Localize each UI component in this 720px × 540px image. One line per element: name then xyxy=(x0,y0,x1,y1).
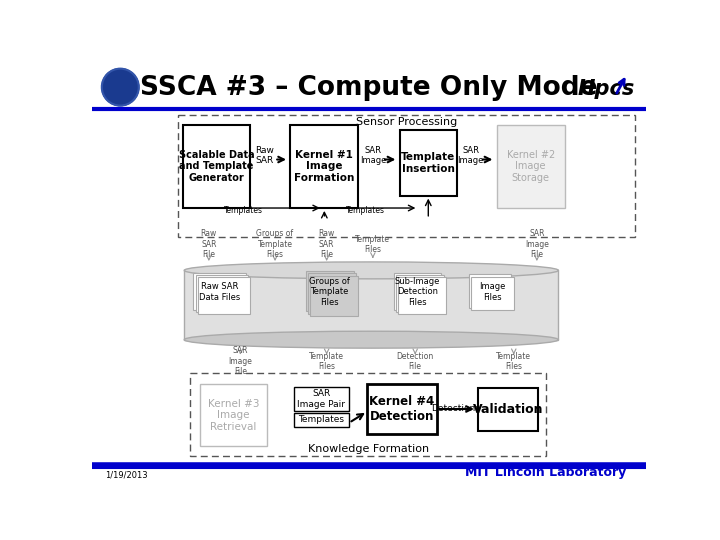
Text: Hpcs: Hpcs xyxy=(577,79,635,99)
Text: Detection
File: Detection File xyxy=(397,352,434,371)
Text: SAR
Image
File: SAR Image File xyxy=(525,230,549,259)
Text: SAR
Image: SAR Image xyxy=(360,146,386,165)
Text: Template
Insertion: Template Insertion xyxy=(401,152,456,174)
Bar xyxy=(472,276,514,310)
Bar xyxy=(394,273,441,309)
Bar xyxy=(183,125,251,208)
Ellipse shape xyxy=(184,331,559,348)
Text: Template
Files: Template Files xyxy=(496,352,531,371)
Text: Raw
SAR: Raw SAR xyxy=(255,146,274,165)
Text: Detections: Detections xyxy=(431,404,480,414)
Circle shape xyxy=(102,69,139,106)
Bar xyxy=(400,130,456,195)
Text: Templates: Templates xyxy=(346,206,384,215)
Bar xyxy=(306,271,354,311)
Text: Validation: Validation xyxy=(473,403,544,416)
Bar xyxy=(310,276,359,316)
Text: SAR
Image: SAR Image xyxy=(457,146,484,165)
Text: Knowledge Formation: Knowledge Formation xyxy=(307,444,429,454)
Text: Scalable Data
and Template
Generator: Scalable Data and Template Generator xyxy=(179,150,254,183)
Bar xyxy=(308,273,356,314)
Text: Kernel #4
Detection: Kernel #4 Detection xyxy=(369,395,435,423)
Bar xyxy=(469,274,511,308)
Bar xyxy=(396,275,444,312)
Text: SSCA #3 – Compute Only Mode: SSCA #3 – Compute Only Mode xyxy=(140,75,598,101)
Text: Kernel #1
Image
Formation: Kernel #1 Image Formation xyxy=(294,150,354,183)
Bar xyxy=(294,413,349,427)
Text: Kernel #3
Image
Retrieval: Kernel #3 Image Retrieval xyxy=(208,399,259,432)
Text: Sub-Image
Detection
Files: Sub-Image Detection Files xyxy=(395,277,440,307)
Bar xyxy=(367,384,437,434)
Bar xyxy=(497,125,564,208)
Text: Raw
SAR
File: Raw SAR File xyxy=(201,230,217,259)
Text: Groups of
Template
Files: Groups of Template Files xyxy=(310,277,350,307)
Text: Sensor Processing: Sensor Processing xyxy=(356,117,457,127)
Text: Template
Files: Template Files xyxy=(356,234,390,254)
Bar xyxy=(294,387,349,411)
Text: Kernel #2
Image
Storage: Kernel #2 Image Storage xyxy=(507,150,555,183)
Bar xyxy=(198,278,251,314)
Text: Template
Files: Template Files xyxy=(309,352,344,371)
Bar xyxy=(184,271,559,340)
Text: Raw
SAR
File: Raw SAR File xyxy=(318,230,335,259)
Bar xyxy=(178,115,636,237)
Text: Templates: Templates xyxy=(224,206,263,215)
Ellipse shape xyxy=(184,262,559,279)
Bar xyxy=(194,273,246,309)
Text: Groups of
Template
Files: Groups of Template Files xyxy=(256,230,294,259)
Text: MIT Lincoln Laboratory: MIT Lincoln Laboratory xyxy=(465,467,626,480)
Bar xyxy=(196,275,248,312)
Bar xyxy=(199,384,267,446)
Text: SAR
Image Pair: SAR Image Pair xyxy=(297,389,346,409)
Text: 1/19/2013: 1/19/2013 xyxy=(105,471,148,480)
Bar xyxy=(190,373,546,456)
Text: Raw SAR
Data Files: Raw SAR Data Files xyxy=(199,282,240,302)
Bar xyxy=(478,388,539,430)
Text: DARPA: DARPA xyxy=(106,83,135,92)
Bar xyxy=(290,125,359,208)
Bar xyxy=(398,278,446,314)
Text: Image
Files: Image Files xyxy=(479,282,505,302)
Text: SAR
Image
File: SAR Image File xyxy=(228,346,252,376)
Text: Templates: Templates xyxy=(298,415,344,424)
